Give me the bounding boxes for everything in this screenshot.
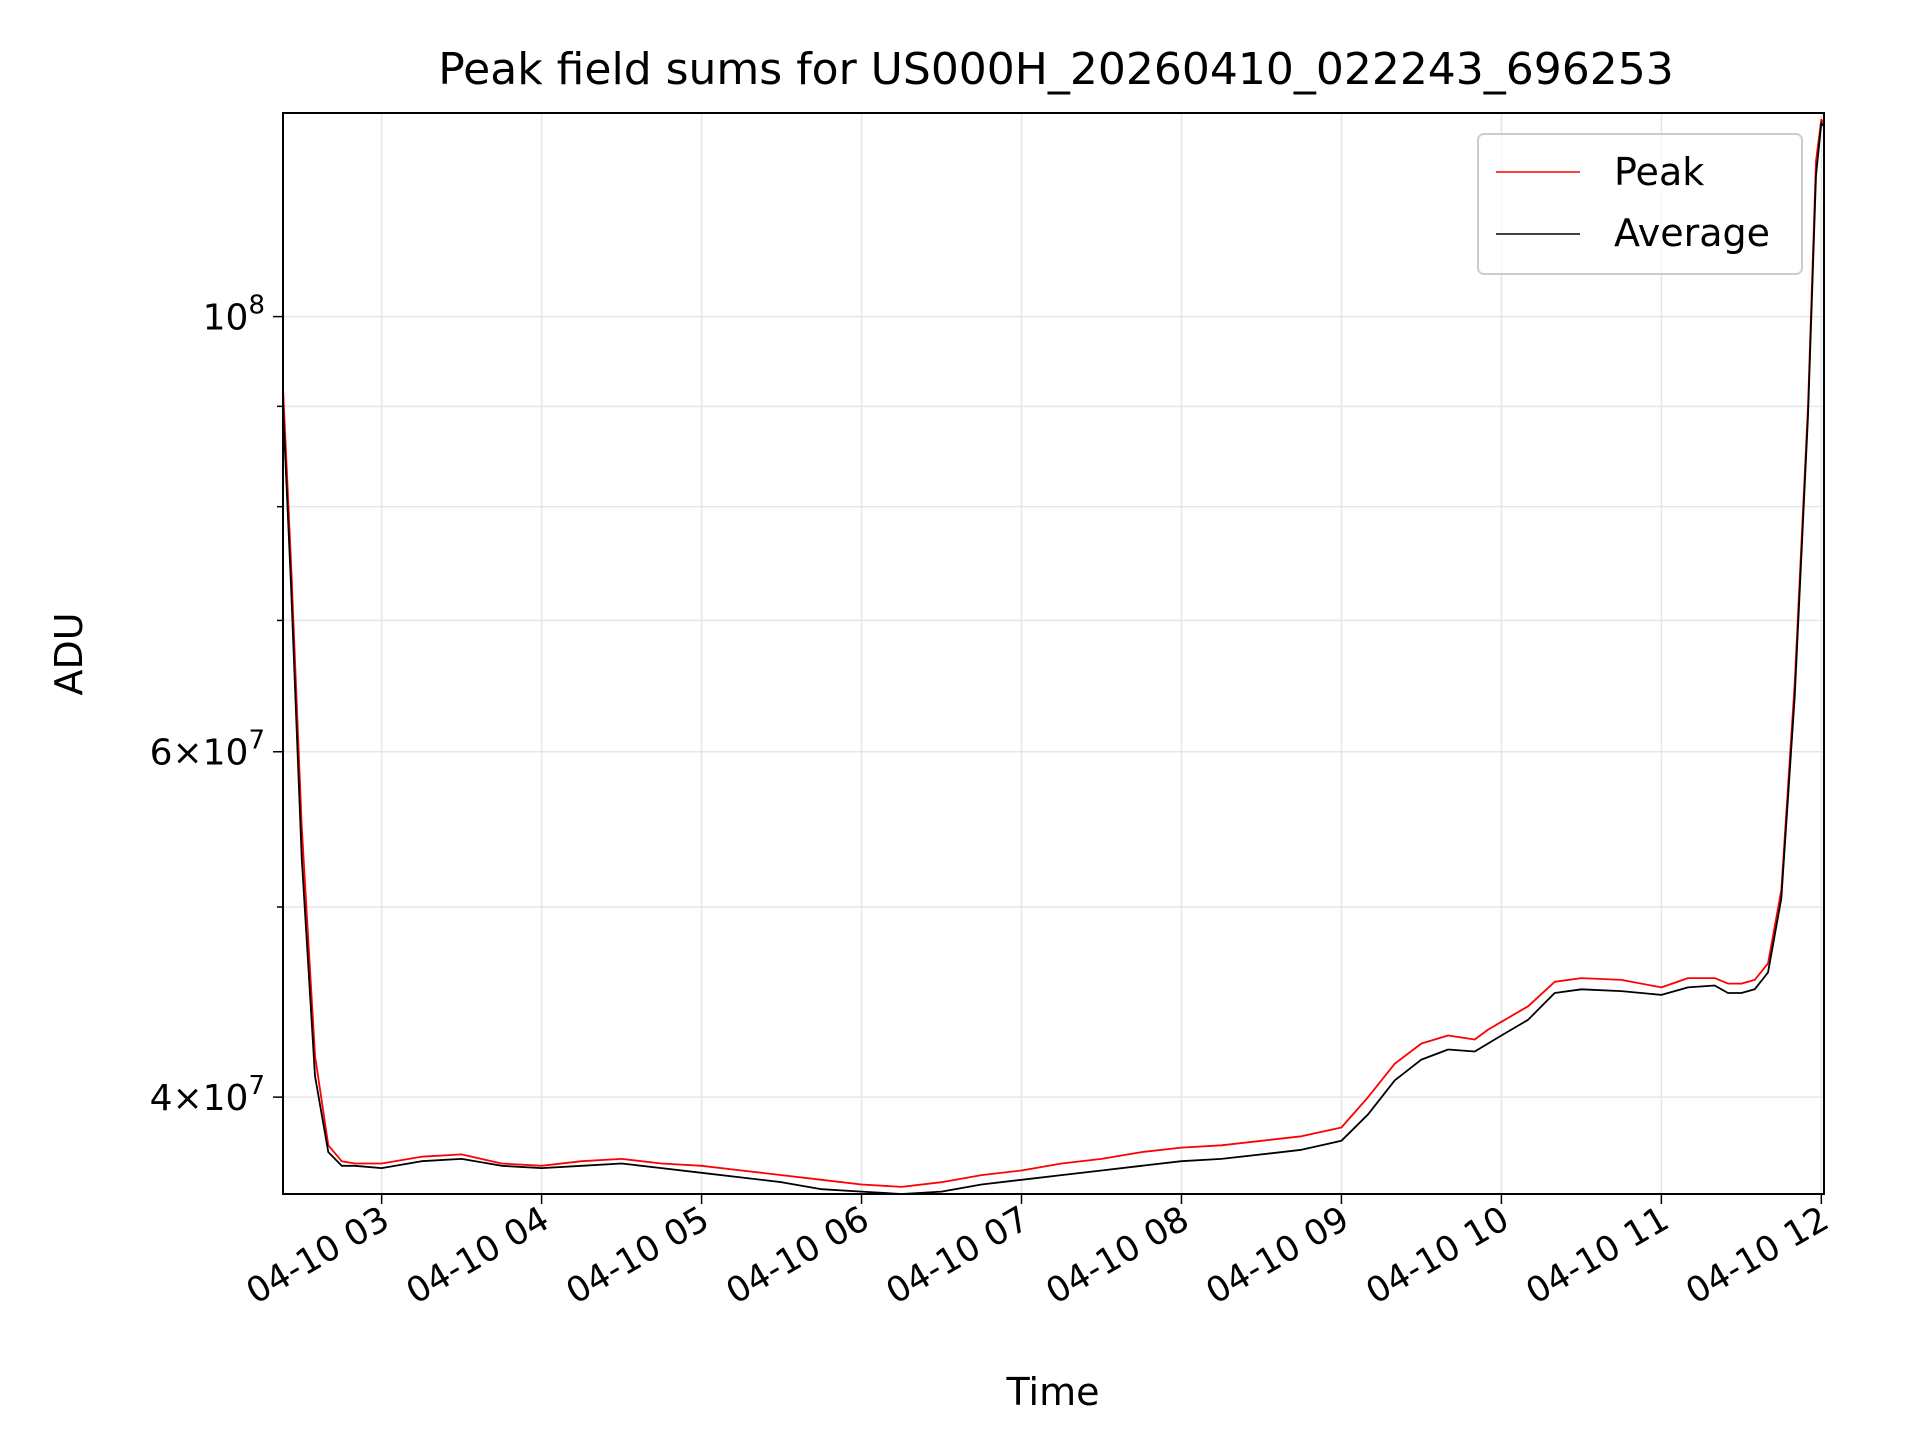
legend-average-label: Average	[1614, 211, 1770, 255]
legend: Peak Average	[1477, 133, 1803, 275]
x-tick-label: 04-10 08	[1040, 1199, 1196, 1312]
y-tick-label: 4×107	[150, 1071, 265, 1119]
x-tick-label: 04-10 03	[240, 1199, 396, 1312]
series-line-peak	[282, 118, 1825, 1188]
x-tick-label: 04-10 06	[720, 1199, 876, 1312]
x-tick-label: 04-10 09	[1200, 1199, 1356, 1312]
series-line-average	[282, 122, 1825, 1195]
legend-box	[1477, 133, 1803, 275]
x-tick-label: 04-10 10	[1360, 1199, 1516, 1312]
x-tick-label: 04-10 07	[880, 1199, 1036, 1312]
x-tick-label: 04-10 05	[560, 1199, 716, 1312]
x-tick-label: 04-10 12	[1680, 1199, 1836, 1312]
x-axis-label: Time	[1006, 1370, 1100, 1414]
legend-peak-label: Peak	[1614, 150, 1704, 194]
grid-lines	[283, 113, 1824, 1194]
x-tick-label: 04-10 11	[1520, 1199, 1676, 1312]
plot-area-frame	[282, 112, 1825, 1195]
y-tick-label: 6×107	[150, 726, 265, 774]
x-tick-label: 04-10 04	[400, 1199, 556, 1312]
chart-title: Peak field sums for US000H_20260410_0222…	[438, 44, 1674, 95]
y-axis-label: ADU	[47, 612, 91, 695]
series-lines	[282, 118, 1825, 1195]
y-axis-ticks: 108 6×107 4×107	[150, 291, 283, 1119]
x-axis-ticks: 04-10 03 04-10 04 04-10 05 04-10 06 04-10 07…	[240, 1194, 1836, 1312]
y-tick-label: 108	[203, 291, 265, 339]
